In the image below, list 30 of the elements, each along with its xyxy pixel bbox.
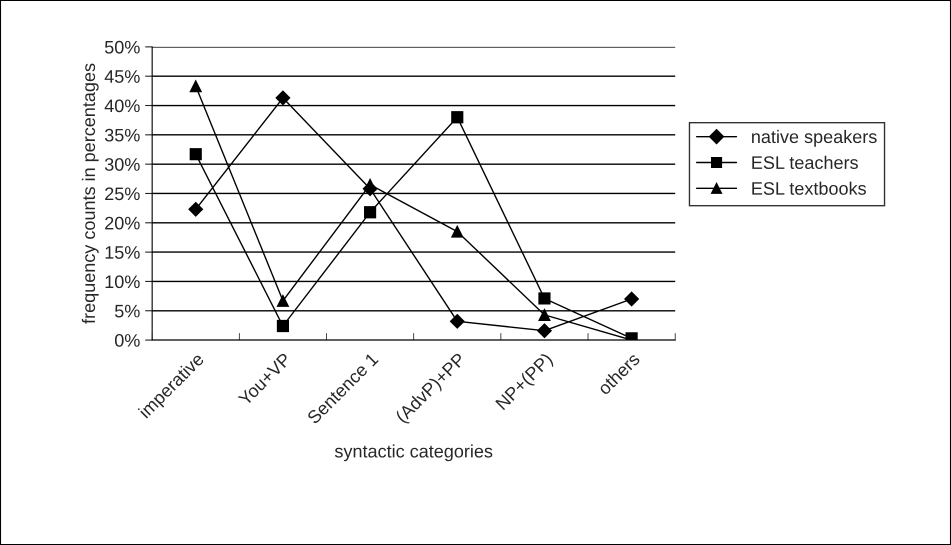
point (451, 226, 464, 238)
point (624, 292, 640, 306)
y-tick-label: 50% (104, 40, 140, 54)
y-tick-label: 25% (105, 187, 140, 200)
y-tick-label: 10% (106, 275, 140, 288)
y-tick-label: 0% (114, 334, 140, 347)
y-tick-label: 35% (104, 128, 140, 142)
point (537, 323, 552, 338)
y-tick-label: 15% (106, 246, 140, 259)
point (538, 308, 551, 321)
y-tick-label: 20% (105, 216, 140, 230)
point (276, 90, 290, 106)
point (451, 111, 464, 124)
y-tick-label: 5% (114, 304, 140, 318)
point (188, 202, 204, 217)
legend-label: ESL teachers (752, 156, 858, 169)
x-axis-title: syntactic categories (334, 444, 492, 462)
point (276, 294, 289, 307)
legend-label: native speakers (752, 130, 877, 147)
point (538, 292, 551, 305)
point (364, 206, 376, 218)
y-tick-label: 30% (104, 158, 140, 171)
y-tick-label: 45% (104, 70, 140, 83)
point (450, 314, 465, 329)
y-axis-title: frequency counts in percentages (82, 64, 99, 324)
legend-label: ESL textbooks (752, 182, 866, 195)
point (190, 80, 202, 92)
point (276, 320, 289, 332)
y-tick-label: 40% (104, 99, 140, 112)
point (190, 148, 202, 160)
